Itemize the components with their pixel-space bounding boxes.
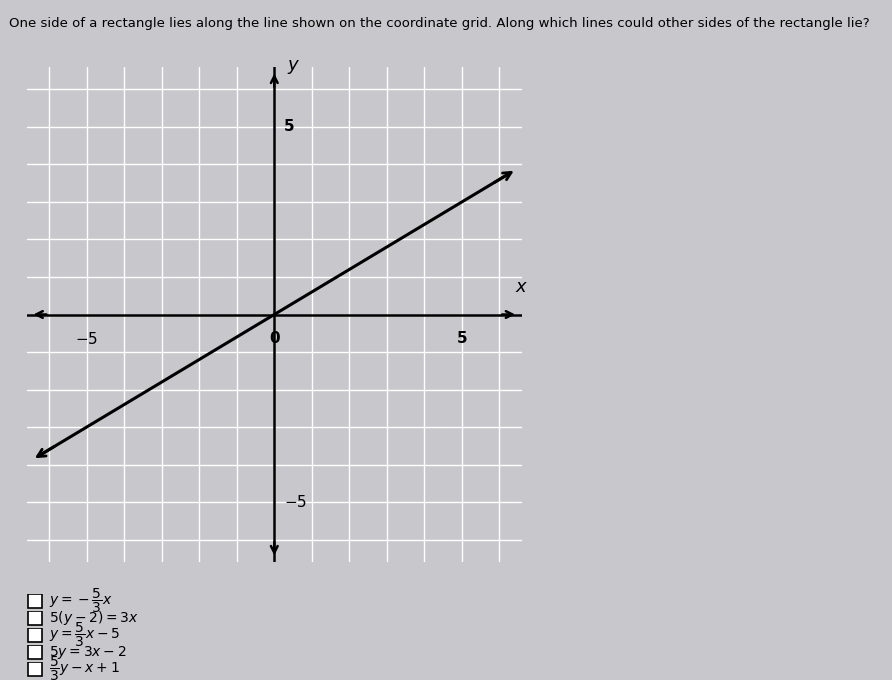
Text: 0: 0 bbox=[269, 331, 279, 346]
Text: $-5$: $-5$ bbox=[75, 331, 98, 347]
Text: $5y = 3x - 2$: $5y = 3x - 2$ bbox=[49, 643, 127, 661]
Text: 5: 5 bbox=[457, 331, 467, 346]
Text: $y$: $y$ bbox=[287, 58, 301, 76]
Text: $5(y-2) = 3x$: $5(y-2) = 3x$ bbox=[49, 609, 139, 627]
Text: 5: 5 bbox=[284, 120, 294, 135]
Text: One side of a rectangle lies along the line shown on the coordinate grid. Along : One side of a rectangle lies along the l… bbox=[9, 17, 870, 30]
Text: $y = \dfrac{5}{3}x - 5$: $y = \dfrac{5}{3}x - 5$ bbox=[49, 621, 120, 649]
Text: $-5$: $-5$ bbox=[284, 494, 307, 510]
Text: $x$: $x$ bbox=[516, 277, 528, 296]
Text: $\dfrac{5}{3}y - x + 1$: $\dfrac{5}{3}y - x + 1$ bbox=[49, 655, 120, 680]
Text: $y = -\dfrac{5}{3}x$: $y = -\dfrac{5}{3}x$ bbox=[49, 587, 112, 615]
